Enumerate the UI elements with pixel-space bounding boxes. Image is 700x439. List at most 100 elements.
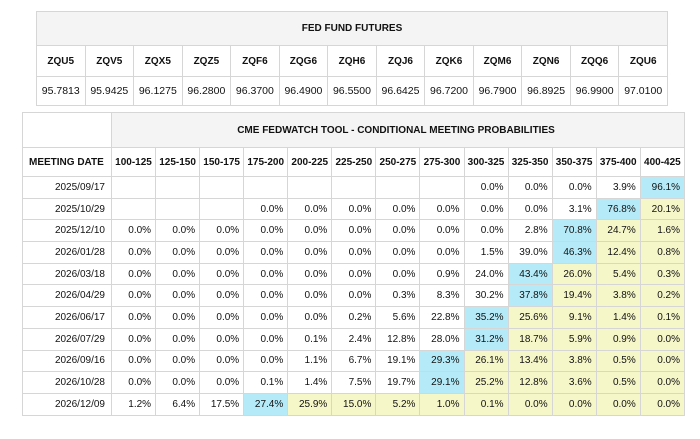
- probability-cell: 0.0%: [287, 197, 333, 221]
- probability-cell: 46.3%: [551, 241, 597, 264]
- probability-cell: 0.3%: [639, 262, 686, 286]
- meeting-date-cell: 2026/03/18: [22, 262, 112, 286]
- probability-cell: 0.0%: [243, 219, 289, 243]
- probability-cell: 0.8%: [639, 241, 686, 264]
- probability-cell: [243, 176, 289, 199]
- futures-price-cell: 96.1275: [133, 76, 183, 106]
- meeting-row: 2026/01/28 0.0% 0.0% 0.0% 0.0% 0.0% 0.0% 0.0% 0.…: [22, 241, 686, 264]
- rate-range-header: 125-150: [155, 147, 201, 177]
- probability-cell: 0.0%: [155, 349, 201, 373]
- probability-cell: 0.0%: [199, 262, 245, 286]
- fedwatch-title: CME FEDWATCH TOOL - CONDITIONAL MEETING …: [111, 112, 685, 148]
- meeting-date-cell: 2026/06/17: [22, 306, 112, 329]
- probability-cell: 28.0%: [419, 327, 465, 351]
- meeting-date-cell: 2026/10/28: [22, 371, 112, 394]
- probability-cell: 0.0%: [463, 219, 509, 243]
- probability-cell: [199, 176, 245, 199]
- probability-cell: 12.4%: [595, 241, 641, 264]
- meeting-date-cell: 2026/04/29: [22, 284, 112, 308]
- probability-cell: 0.1%: [243, 371, 289, 394]
- probability-cell: [331, 176, 377, 199]
- rate-range-header: 175-200: [243, 147, 289, 177]
- probability-cell: 70.8%: [551, 219, 597, 243]
- probability-cell: 3.8%: [595, 284, 641, 308]
- probability-cell: 17.5%: [199, 392, 245, 416]
- futures-codes-row: ZQU5 ZQV5 ZQX5 ZQZ5 ZQF6 ZQG6 ZQH6 ZQJ6 ZQK6 ZQM6…: [36, 45, 668, 77]
- futures-price-cell: 95.7813: [36, 76, 86, 106]
- meeting-date-cell: 2026/01/28: [22, 241, 112, 264]
- rate-range-header: 250-275: [375, 147, 421, 177]
- probability-cell: 9.1%: [551, 306, 597, 329]
- probability-cell: 15.0%: [331, 392, 377, 416]
- probability-cell: 0.0%: [243, 306, 289, 329]
- futures-code-cell: ZQV5: [84, 45, 135, 77]
- futures-price-cell: 96.8925: [521, 76, 571, 106]
- meeting-date-header: MEETING DATE: [22, 147, 112, 177]
- probability-cell: 0.0%: [243, 197, 289, 221]
- probability-cell: 0.0%: [551, 176, 597, 199]
- meeting-row: 2026/12/09 1.2% 6.4% 17.5% 27.4% 25.9% 15.0% 5.…: [22, 392, 686, 416]
- futures-code-cell: ZQX5: [133, 45, 183, 77]
- meeting-row: 2025/09/17 0.0% 0.0% 0.0% 3.9% 96.1%: [22, 176, 686, 199]
- futures-price-cell: 96.6425: [375, 76, 426, 106]
- rate-range-header: 400-425: [639, 147, 686, 177]
- futures-title: FED FUND FUTURES: [36, 11, 668, 46]
- probability-cell: [110, 197, 157, 221]
- probability-cell: 0.0%: [110, 349, 157, 373]
- probability-cell: 0.0%: [243, 327, 289, 351]
- probability-cell: 0.0%: [331, 284, 377, 308]
- probability-cell: 0.2%: [331, 306, 377, 329]
- probability-cell: 0.0%: [199, 349, 245, 373]
- probability-cell: 0.0%: [155, 219, 201, 243]
- probability-cell: 25.6%: [507, 306, 553, 329]
- meeting-row: 2026/07/29 0.0% 0.0% 0.0% 0.0% 0.1% 2.4% 12.8% 2…: [22, 327, 686, 351]
- futures-code-cell: ZQK6: [424, 45, 474, 77]
- probability-cell: 12.8%: [375, 327, 421, 351]
- probability-cell: 19.1%: [375, 349, 421, 373]
- probability-cell: [419, 176, 465, 199]
- probability-cell: 5.6%: [375, 306, 421, 329]
- probability-cell: 0.0%: [507, 197, 553, 221]
- probability-cell: 0.1%: [463, 392, 509, 416]
- probability-cell: 0.0%: [287, 262, 333, 286]
- probability-cell: [155, 197, 201, 221]
- rate-range-header: 300-325: [463, 147, 509, 177]
- futures-price-cell: 96.7200: [424, 76, 474, 106]
- futures-code-cell: ZQM6: [472, 45, 523, 77]
- probability-cell: 96.1%: [639, 176, 686, 199]
- probability-cell: 2.4%: [331, 327, 377, 351]
- probability-cell: 25.9%: [287, 392, 333, 416]
- meeting-date-cell: 2026/07/29: [22, 327, 112, 351]
- probability-cell: 0.0%: [110, 327, 157, 351]
- probability-cell: 0.0%: [110, 371, 157, 394]
- probability-cell: 0.0%: [639, 392, 686, 416]
- probability-cell: 0.0%: [375, 197, 421, 221]
- probability-cell: 19.7%: [375, 371, 421, 394]
- rate-range-header: 150-175: [199, 147, 245, 177]
- probability-cell: 0.0%: [110, 241, 157, 264]
- probability-cell: 3.6%: [551, 371, 597, 394]
- probability-cell: 0.0%: [463, 197, 509, 221]
- probability-cell: 0.0%: [199, 306, 245, 329]
- probability-cell: 19.4%: [551, 284, 597, 308]
- meeting-row: 2025/10/29 0.0% 0.0% 0.0% 0.0% 0.0% 0.0% 0.0% 3.…: [22, 197, 686, 221]
- probability-cell: 0.9%: [595, 327, 641, 351]
- probability-cell: 24.7%: [595, 219, 641, 243]
- probability-cell: [199, 197, 245, 221]
- probability-cell: 0.0%: [243, 241, 289, 264]
- probability-cell: 0.0%: [110, 262, 157, 286]
- rate-range-header: 100-125: [110, 147, 157, 177]
- probability-cell: 0.0%: [155, 371, 201, 394]
- probability-cell: 3.8%: [551, 349, 597, 373]
- meeting-date-cell: 2026/12/09: [22, 392, 112, 416]
- futures-price-cell: 96.3700: [230, 76, 280, 106]
- probability-cell: 2.8%: [507, 219, 553, 243]
- fedwatch-probabilities-table: CME FEDWATCH TOOL - CONDITIONAL MEETING …: [22, 112, 686, 416]
- probability-cell: 0.0%: [419, 241, 465, 264]
- meeting-row: 2026/06/17 0.0% 0.0% 0.0% 0.0% 0.0% 0.2% 5.6% 22…: [22, 306, 686, 329]
- rate-range-header: 375-400: [595, 147, 641, 177]
- futures-price-cell: 96.7900: [472, 76, 523, 106]
- probability-cell: 0.0%: [419, 219, 465, 243]
- probability-cell: 0.0%: [639, 371, 686, 394]
- futures-code-cell: ZQH6: [327, 45, 377, 77]
